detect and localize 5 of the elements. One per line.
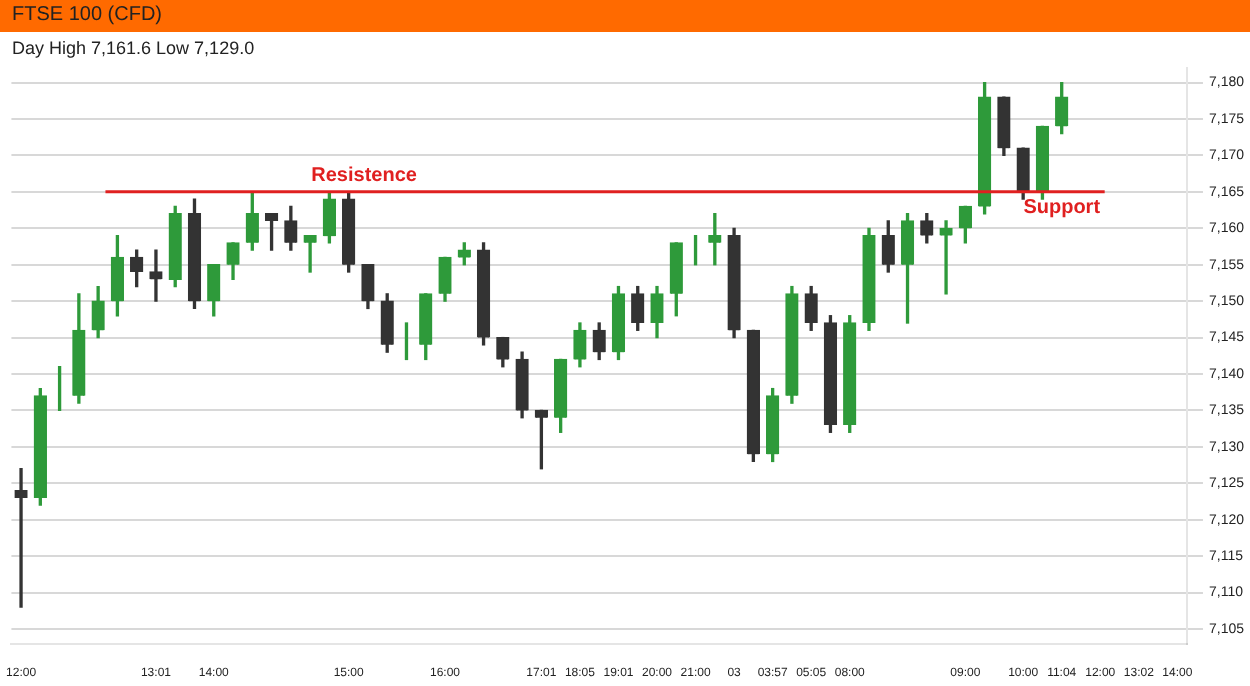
annotation: Support	[1023, 197, 1102, 220]
chart-title: FTSE 100 (CFD)	[0, 0, 1250, 32]
ref-line-label: Resistence	[311, 165, 418, 188]
text: Day High 7,161.6 Low 7,129.0	[12, 38, 255, 58]
candlestick	[14, 468, 28, 608]
